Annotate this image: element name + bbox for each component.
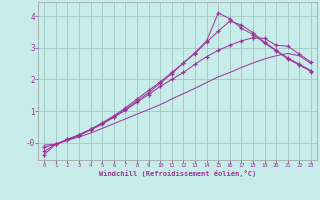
X-axis label: Windchill (Refroidissement éolien,°C): Windchill (Refroidissement éolien,°C)	[99, 170, 256, 177]
